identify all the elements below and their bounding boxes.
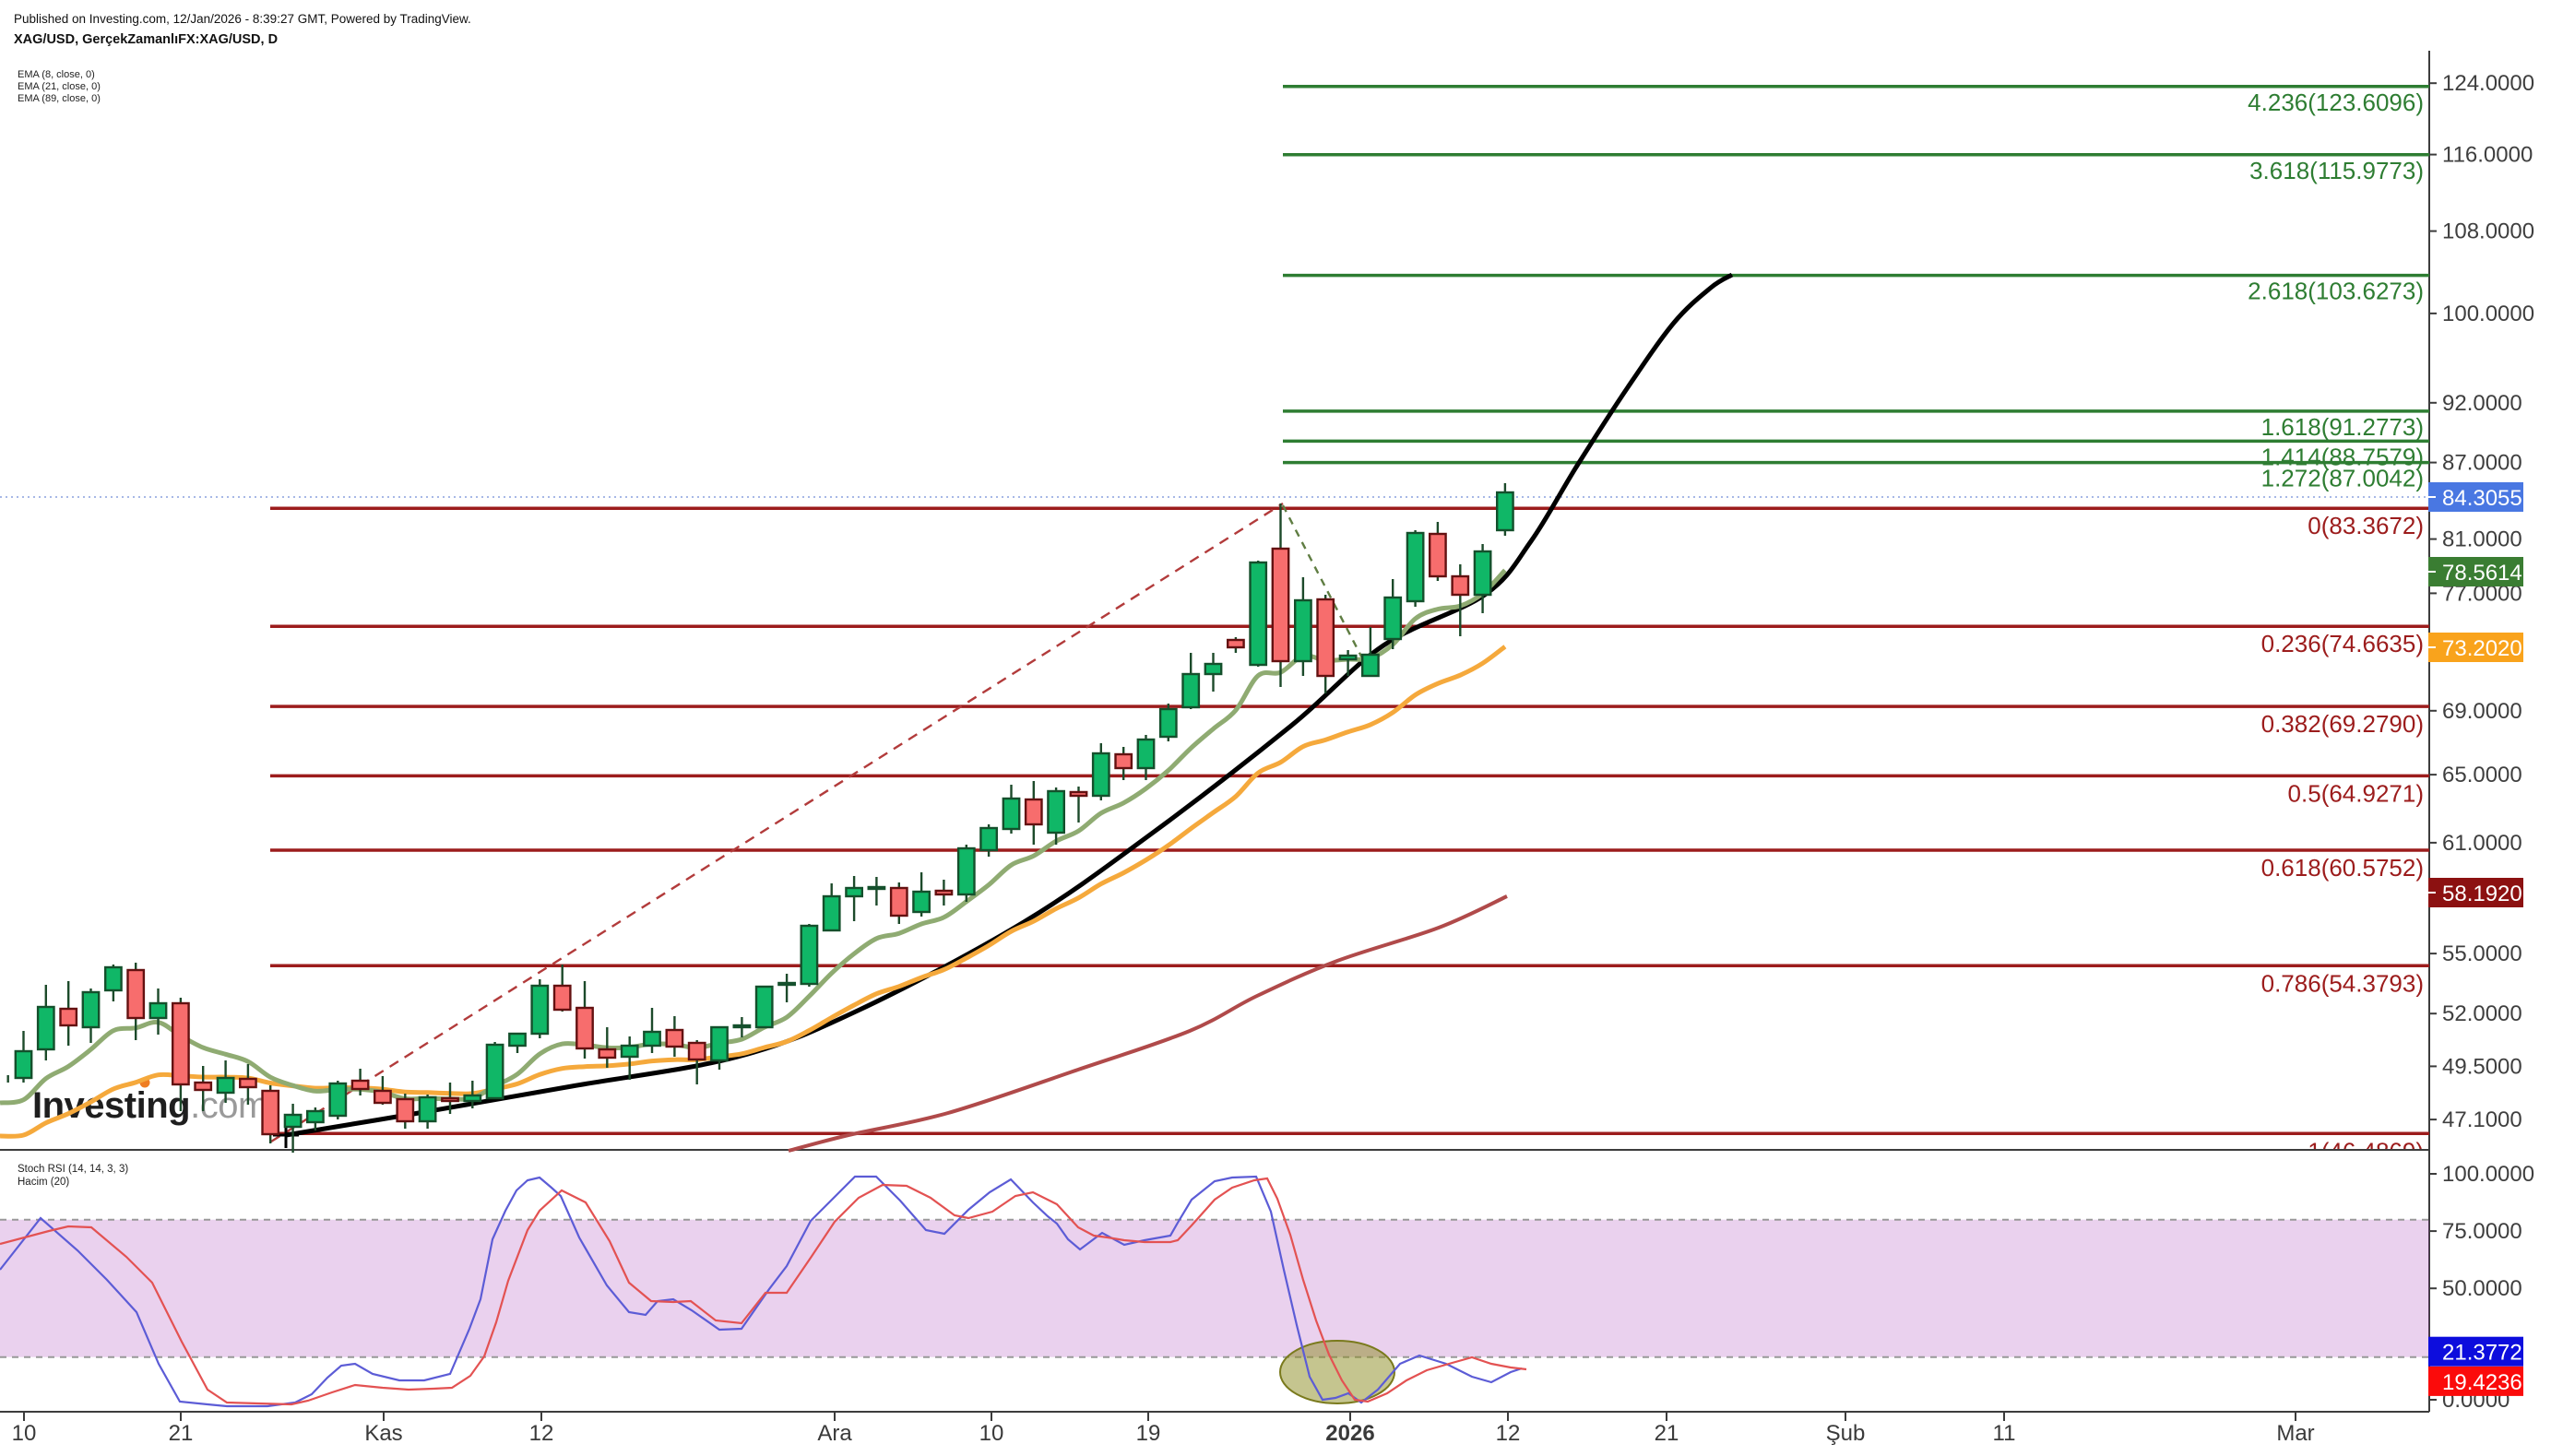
svg-text:10: 10 (979, 1421, 1004, 1446)
svg-text:19.4236: 19.4236 (2442, 1370, 2522, 1395)
svg-text:Kas: Kas (364, 1421, 402, 1446)
svg-text:EMA (21, close, 0): EMA (21, close, 0) (18, 81, 101, 92)
svg-text:1(46.4869): 1(46.4869) (2308, 1137, 2424, 1165)
svg-text:Mar: Mar (2276, 1421, 2314, 1446)
svg-text:61.0000: 61.0000 (2442, 831, 2522, 856)
svg-text:3.618(115.9773): 3.618(115.9773) (2249, 157, 2424, 184)
svg-text:19: 19 (1136, 1421, 1161, 1446)
svg-text:84.3055: 84.3055 (2442, 486, 2522, 511)
svg-text:0(83.3672): 0(83.3672) (2308, 512, 2424, 539)
svg-text:Hacim (20): Hacim (20) (18, 1177, 69, 1188)
svg-text:Ara: Ara (817, 1421, 852, 1446)
svg-text:21: 21 (1655, 1421, 1679, 1446)
svg-text:49.5000: 49.5000 (2442, 1054, 2522, 1079)
svg-text:0.786(54.3793): 0.786(54.3793) (2261, 969, 2424, 997)
svg-text:12: 12 (529, 1421, 554, 1446)
svg-text:87.0000: 87.0000 (2442, 451, 2522, 476)
svg-text:81.0000: 81.0000 (2442, 527, 2522, 552)
svg-text:92.0000: 92.0000 (2442, 391, 2522, 416)
svg-text:2026: 2026 (1325, 1421, 1374, 1446)
svg-text:100.0000: 100.0000 (2442, 302, 2534, 326)
svg-text:0.382(69.2790): 0.382(69.2790) (2261, 710, 2424, 738)
svg-text:Published on Investing.com, 12: Published on Investing.com, 12/Jan/2026 … (14, 12, 471, 26)
svg-text:EMA (89, close, 0): EMA (89, close, 0) (18, 93, 101, 104)
svg-text:65.0000: 65.0000 (2442, 763, 2522, 787)
svg-text:124.0000: 124.0000 (2442, 71, 2534, 96)
svg-text:69.0000: 69.0000 (2442, 699, 2522, 724)
svg-text:78.5614: 78.5614 (2442, 561, 2522, 586)
svg-text:1.414(88.7579): 1.414(88.7579) (2261, 443, 2424, 470)
svg-text:XAG/USD, GerçekZamanlıFX:XAG/U: XAG/USD, GerçekZamanlıFX:XAG/USD, D (14, 32, 278, 47)
svg-text:0.5(64.9271): 0.5(64.9271) (2288, 779, 2424, 807)
svg-text:75.0000: 75.0000 (2442, 1219, 2522, 1244)
svg-text:108.0000: 108.0000 (2442, 219, 2534, 244)
svg-text:50.0000: 50.0000 (2442, 1276, 2522, 1301)
svg-text:4.236(123.6096): 4.236(123.6096) (2248, 89, 2424, 116)
svg-text:Şub: Şub (1826, 1421, 1866, 1446)
svg-text:11: 11 (1993, 1421, 2016, 1446)
svg-text:73.2020: 73.2020 (2442, 636, 2522, 661)
svg-text:47.1000: 47.1000 (2442, 1107, 2522, 1132)
svg-text:10: 10 (12, 1421, 37, 1446)
svg-text:58.1920: 58.1920 (2442, 882, 2522, 906)
svg-text:1.618(91.2773): 1.618(91.2773) (2261, 413, 2424, 441)
svg-text:100.0000: 100.0000 (2442, 1162, 2534, 1187)
svg-text:21.3772: 21.3772 (2442, 1341, 2522, 1366)
svg-text:1.272(87.0042): 1.272(87.0042) (2261, 465, 2424, 492)
svg-text:0.236(74.6635): 0.236(74.6635) (2261, 630, 2424, 657)
svg-text:12: 12 (1496, 1421, 1521, 1446)
svg-text:55.0000: 55.0000 (2442, 941, 2522, 966)
svg-text:0.618(60.5752): 0.618(60.5752) (2261, 854, 2424, 882)
svg-text:52.0000: 52.0000 (2442, 1001, 2522, 1026)
svg-text:21: 21 (169, 1421, 194, 1446)
svg-text:Stoch RSI (14, 14, 3, 3): Stoch RSI (14, 14, 3, 3) (18, 1164, 128, 1175)
svg-text:EMA (8, close, 0): EMA (8, close, 0) (18, 69, 95, 80)
svg-text:116.0000: 116.0000 (2442, 143, 2533, 168)
svg-text:2.618(103.6273): 2.618(103.6273) (2248, 278, 2424, 305)
